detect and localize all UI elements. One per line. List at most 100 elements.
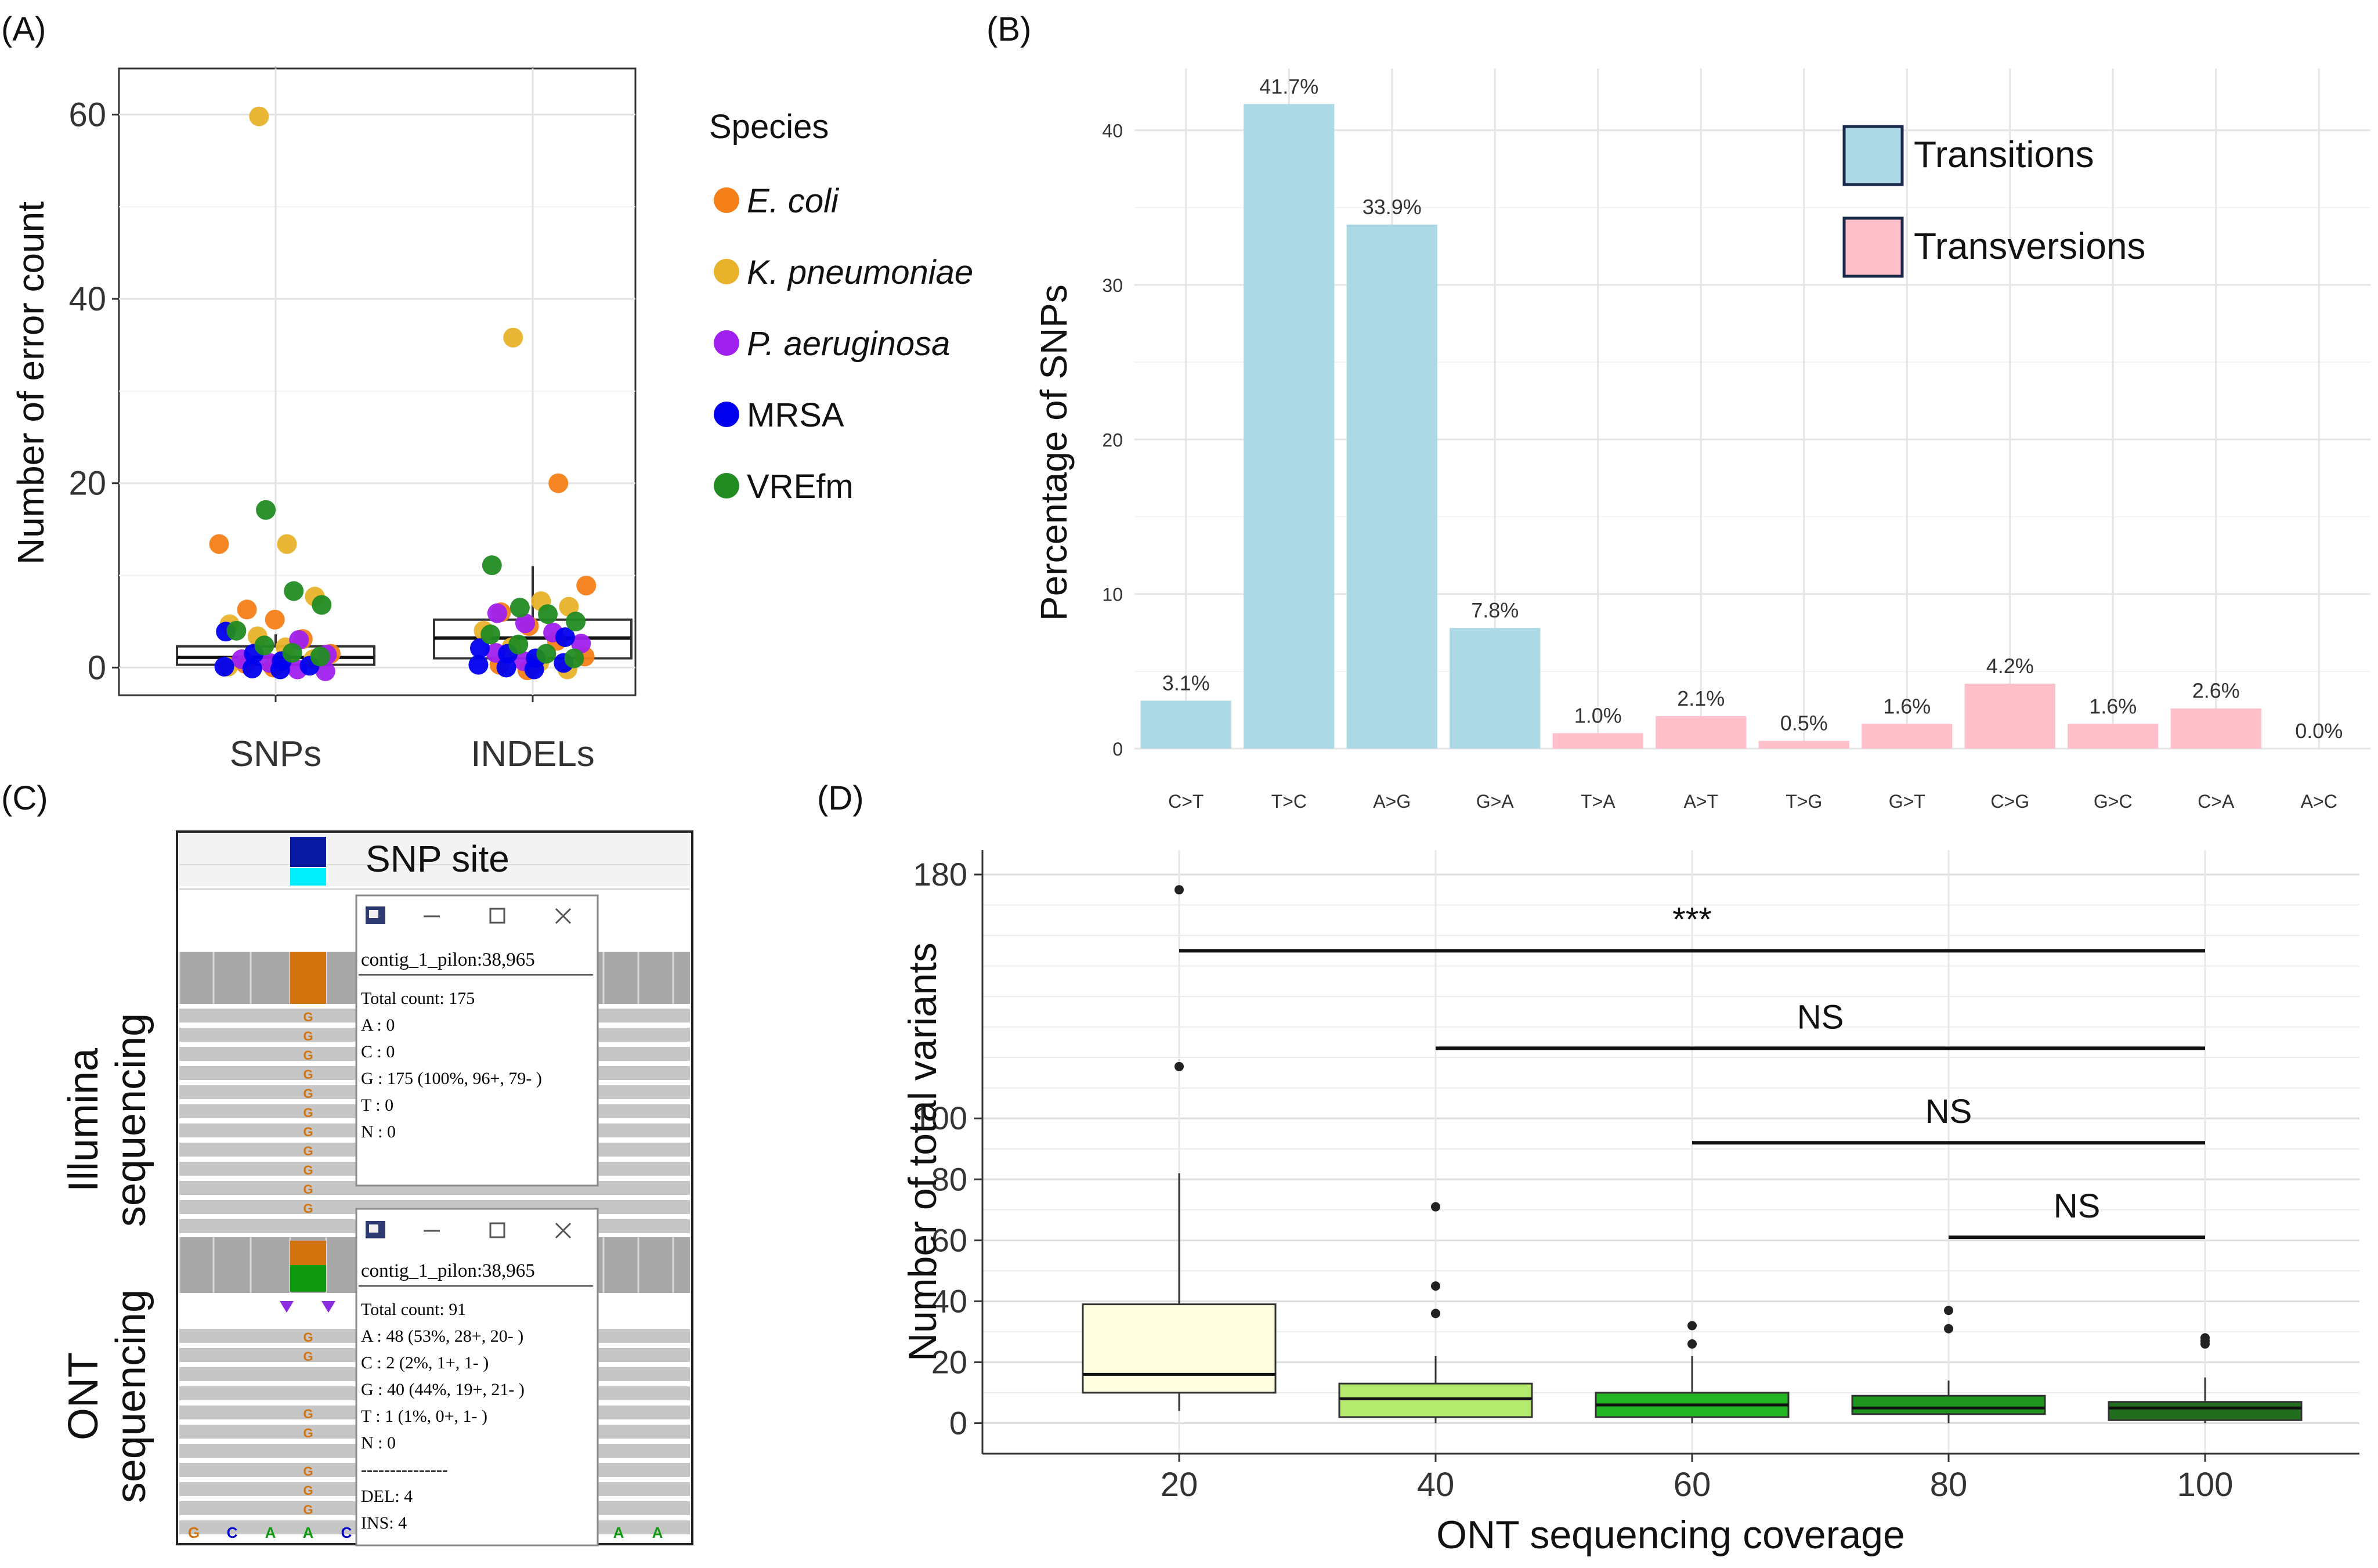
read-base: G <box>303 1182 313 1197</box>
close-icon[interactable] <box>555 908 572 924</box>
y-tick-label: 0 <box>1112 739 1123 760</box>
outlier-point <box>1944 1306 1953 1316</box>
x-tick-label: 20 <box>1161 1466 1198 1504</box>
panel-b-legend: Transitions Transversions <box>1842 125 2146 278</box>
x-tick-label: C>A <box>2198 791 2235 812</box>
reference-base: G <box>188 1524 200 1541</box>
data-point <box>496 657 516 678</box>
read-base: G <box>303 1426 313 1440</box>
x-tick-label: 40 <box>1417 1466 1455 1504</box>
y-tick-label: 180 <box>913 856 967 893</box>
snp-site-label: SNP site <box>366 838 509 880</box>
popup-line: --------------- <box>361 1460 448 1479</box>
panel-d-x-axis-title: ONT sequencing coverage <box>1436 1513 1905 1557</box>
data-point <box>508 634 529 655</box>
legend-swatch <box>1842 125 1904 186</box>
y-tick-label: 30 <box>1102 275 1123 296</box>
bar-value-label: 1.0% <box>1574 703 1622 727</box>
panel-a-y-ticks: 0 20 40 60 <box>68 96 119 687</box>
reference-base: A <box>265 1524 276 1541</box>
read-base: G <box>303 1502 313 1517</box>
panel-b-y-ticks: 0 10 20 30 40 <box>1102 121 1123 760</box>
x-tick-label: G>C <box>2094 791 2133 812</box>
data-point <box>312 595 332 615</box>
read-base: G <box>303 1464 313 1479</box>
data-point <box>515 613 535 634</box>
popup-line: G : 40 (44%, 19+, 21- ) <box>361 1380 525 1399</box>
close-icon[interactable] <box>555 1222 572 1239</box>
y-tick-label: 60 <box>68 96 106 133</box>
bar-value-label: 4.2% <box>1986 654 2034 678</box>
data-point <box>555 627 575 647</box>
bar <box>1140 700 1231 749</box>
bar <box>2170 708 2261 749</box>
box-body <box>1851 1394 2046 1415</box>
read-base: G <box>303 1067 313 1082</box>
popup-1-lines: Total count: 175 A : 0 C : 0 G : 175 (100%,… <box>361 989 542 1141</box>
igv-header-band <box>179 834 690 886</box>
popup-line: G : 175 (100%, 96+, 79- ) <box>361 1069 542 1088</box>
bar <box>1552 733 1643 749</box>
illumina-label-line-2: sequencing <box>108 1013 154 1227</box>
ont-label-line-2: sequencing <box>108 1289 154 1503</box>
box-body <box>1338 1382 1533 1418</box>
panel-d-comparisons: *** NS NS NS <box>1179 901 2205 1240</box>
data-point <box>576 576 597 595</box>
snp-site-marker-dark <box>290 837 326 867</box>
popup-1-header: contig_1_pilon:38,965 <box>361 949 535 970</box>
x-tick-label: A>C <box>2301 791 2337 812</box>
bar <box>1346 225 1437 749</box>
panel-a-error-count-plot: 0 20 40 60 SNPs INDELs Number of error count… <box>10 67 973 774</box>
data-point <box>468 655 489 675</box>
panel-b-y-axis-title: Percentage of SNPs <box>1033 284 1075 621</box>
box-body <box>2108 1401 2303 1421</box>
app-icon-inner <box>369 910 378 918</box>
read-base: G <box>303 1163 313 1177</box>
bar <box>1964 684 2055 749</box>
y-tick-label: 20 <box>1102 429 1123 450</box>
data-point <box>282 642 302 663</box>
reference-base: A <box>303 1524 314 1541</box>
data-point <box>265 609 285 630</box>
popup-line: C : 2 (2%, 1+, 1- ) <box>361 1353 489 1372</box>
y-tick-label: 20 <box>931 1343 967 1380</box>
legend-label: MRSA <box>747 396 844 434</box>
popup-line: T : 1 (1%, 0+, 1- ) <box>361 1407 487 1426</box>
outlier-point <box>1431 1202 1440 1212</box>
x-tick-label: G>A <box>1476 791 1515 812</box>
ont-popup-window[interactable]: contig_1_pilon:38,965 Total count: 91 A :… <box>355 1208 599 1547</box>
x-tick-label: G>T <box>1889 791 1925 812</box>
y-tick-label: 10 <box>1102 584 1123 605</box>
bar <box>1862 724 1953 749</box>
reference-base: C <box>227 1524 238 1541</box>
illumina-label-line-1: Illumina <box>60 1047 107 1192</box>
popup-line: T : 0 <box>361 1096 393 1115</box>
outlier-point <box>1687 1321 1697 1331</box>
bar <box>1450 628 1541 749</box>
legend-label: K. pneumoniae <box>747 254 973 291</box>
data-point <box>487 603 507 623</box>
data-point <box>214 656 234 677</box>
panel-a-x-ticks: SNPs INDELs <box>230 695 595 774</box>
data-point <box>254 635 274 656</box>
bar-value-label: 2.6% <box>2192 679 2240 703</box>
data-point <box>480 624 501 645</box>
x-tick-label: 80 <box>1930 1466 1968 1504</box>
insertion-marker-icon <box>280 1301 294 1313</box>
maximize-icon[interactable] <box>489 908 505 924</box>
read-base: G <box>303 1125 313 1139</box>
popup-line: Total count: 175 <box>361 989 475 1008</box>
x-tick-label: T>G <box>1786 791 1822 812</box>
popup-2-header: contig_1_pilon:38,965 <box>361 1260 535 1281</box>
y-tick-label: 100 <box>913 1100 967 1136</box>
bar <box>1656 716 1747 749</box>
bar-value-label: 2.1% <box>1677 687 1725 710</box>
data-point <box>256 500 276 520</box>
data-point <box>270 659 290 680</box>
read-base: G <box>303 1048 313 1063</box>
panel-label-c: (C) <box>1 779 48 817</box>
maximize-icon[interactable] <box>489 1222 505 1238</box>
read-base: G <box>303 1330 313 1345</box>
illumina-popup-window[interactable]: contig_1_pilon:38,965 Total count: 175 A … <box>355 894 599 1187</box>
